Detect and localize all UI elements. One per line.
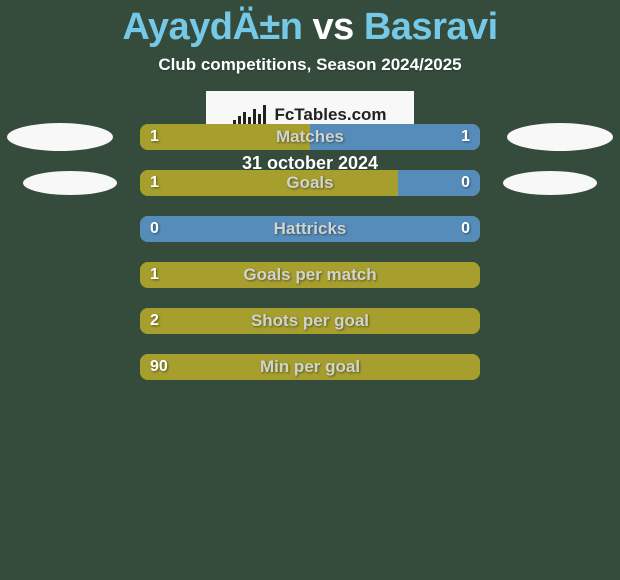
stat-row: 90Min per goal xyxy=(0,354,620,380)
stat-value-left: 0 xyxy=(150,216,159,242)
stat-fill-left xyxy=(140,354,480,380)
subtitle: Club competitions, Season 2024/2025 xyxy=(0,55,620,75)
title-left: AyaydÄ±n xyxy=(122,6,302,48)
stat-value-right: 1 xyxy=(461,124,470,150)
title-right: Basravi xyxy=(364,6,498,48)
stat-row: 10Goals xyxy=(0,170,620,196)
stats-container: 11Matches10Goals00Hattricks1Goals per ma… xyxy=(0,124,620,380)
stat-value-left: 1 xyxy=(150,124,159,150)
player-oval-left xyxy=(7,123,113,151)
page-title: AyaydÄ±n vs Basravi xyxy=(0,0,620,49)
stat-value-left: 2 xyxy=(150,308,159,334)
player-oval-right xyxy=(507,123,613,151)
stat-fill-right xyxy=(310,124,480,150)
stat-value-right: 0 xyxy=(461,170,470,196)
stat-track: 10Goals xyxy=(140,170,480,196)
player-oval-right xyxy=(503,171,597,195)
stat-fill-left xyxy=(140,124,310,150)
stat-track: 1Goals per match xyxy=(140,262,480,288)
stat-value-right: 0 xyxy=(461,216,470,242)
stat-fill-left xyxy=(140,170,398,196)
stat-row: 11Matches xyxy=(0,124,620,150)
stat-track: 00Hattricks xyxy=(140,216,480,242)
player-oval-left xyxy=(23,171,117,195)
stat-track: 2Shots per goal xyxy=(140,308,480,334)
stat-fill-left xyxy=(140,262,480,288)
stat-row: 1Goals per match xyxy=(0,262,620,288)
title-vs: vs xyxy=(302,6,363,48)
badge-text: FcTables.com xyxy=(274,105,386,125)
stat-fill-right xyxy=(140,216,480,242)
bar-chart-icon xyxy=(233,105,266,125)
stat-row: 00Hattricks xyxy=(0,216,620,242)
stat-value-left: 1 xyxy=(150,262,159,288)
stat-fill-left xyxy=(140,308,480,334)
stat-track: 90Min per goal xyxy=(140,354,480,380)
stat-value-left: 1 xyxy=(150,170,159,196)
stat-track: 11Matches xyxy=(140,124,480,150)
stat-row: 2Shots per goal xyxy=(0,308,620,334)
stat-value-left: 90 xyxy=(150,354,168,380)
